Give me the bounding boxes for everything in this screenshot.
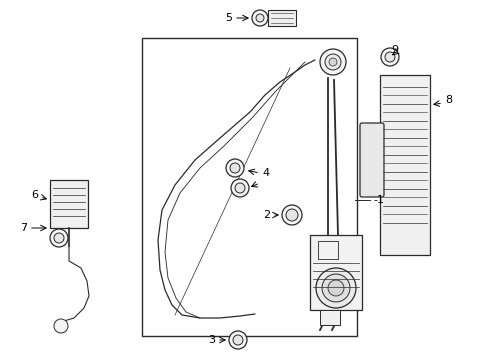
Circle shape [233, 335, 243, 345]
Text: 8: 8 [445, 95, 452, 105]
Circle shape [381, 48, 399, 66]
Bar [318, 241, 338, 259]
Text: 6: 6 [31, 190, 38, 200]
Text: 9: 9 [392, 45, 398, 55]
Text: 7: 7 [20, 223, 27, 233]
Text: 5: 5 [225, 13, 232, 23]
Circle shape [329, 58, 337, 66]
Bar [50, 180, 88, 228]
Bar [310, 235, 362, 310]
Circle shape [282, 205, 302, 225]
FancyBboxPatch shape [360, 123, 384, 197]
Text: 3: 3 [208, 335, 215, 345]
Circle shape [322, 274, 350, 302]
Text: -1: -1 [373, 195, 384, 205]
Text: 4: 4 [262, 168, 269, 178]
Circle shape [252, 10, 268, 26]
Circle shape [325, 54, 341, 70]
Circle shape [256, 14, 264, 22]
Bar [142, 38, 357, 336]
Bar [380, 75, 430, 255]
Circle shape [54, 233, 64, 243]
Circle shape [50, 229, 68, 247]
Circle shape [316, 268, 356, 308]
Circle shape [229, 331, 247, 349]
Text: 2: 2 [263, 210, 270, 220]
Bar [268, 10, 296, 26]
Circle shape [230, 163, 240, 173]
Circle shape [286, 209, 298, 221]
Bar [320, 310, 340, 325]
Circle shape [385, 52, 395, 62]
Circle shape [328, 280, 344, 296]
Circle shape [231, 179, 249, 197]
Circle shape [235, 183, 245, 193]
Circle shape [54, 319, 68, 333]
Circle shape [226, 159, 244, 177]
Circle shape [320, 49, 346, 75]
